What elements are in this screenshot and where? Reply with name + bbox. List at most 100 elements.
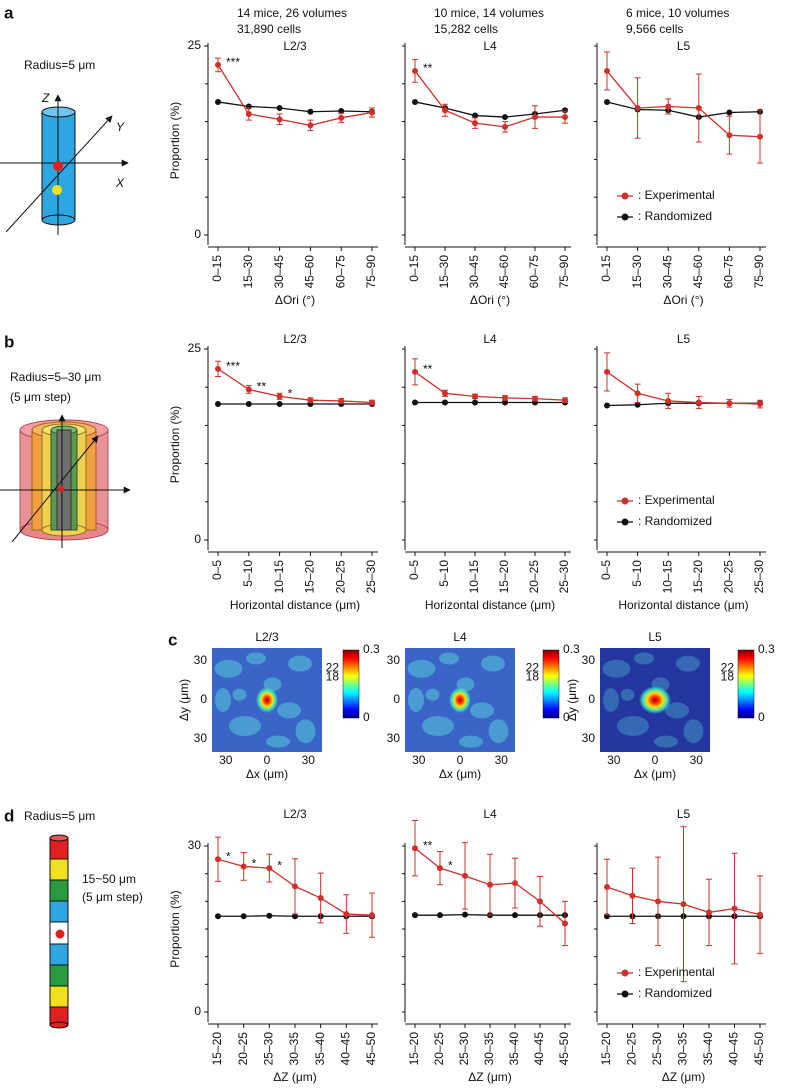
legend-label: : Randomized (638, 986, 712, 1000)
x-tick-label: 30–45 (467, 255, 481, 289)
x-tick-label: 15–20 (407, 1032, 421, 1066)
data-point (604, 883, 610, 890)
series-line (217, 101, 373, 113)
chart-title: L5 (677, 39, 691, 53)
axis-letter: Y (116, 120, 125, 134)
significance-label: ** (423, 61, 433, 75)
heatmap-image (654, 735, 678, 748)
x-tick-label: 45–60 (691, 255, 705, 289)
x-tick-label: 40–45 (532, 1032, 546, 1066)
x-tick-label: 30–45 (660, 255, 674, 289)
x-tick-label: 60–75 (333, 255, 347, 289)
x-tick-label: 20–25 (432, 1032, 446, 1066)
data-point (292, 913, 298, 920)
significance-label: *** (226, 359, 240, 373)
series-line (414, 101, 566, 118)
colorbar-tick-label: 0 (758, 710, 765, 724)
axis-letter: Z (41, 91, 50, 105)
chart-title: L2/3 (283, 807, 307, 821)
legend-marker (621, 969, 629, 977)
x-tick-label: 25–30 (650, 1032, 664, 1066)
schematic-text: 15~50 μm (82, 872, 136, 886)
heatmap-image (266, 735, 290, 748)
x-tick-label: 15–20 (691, 560, 705, 594)
data-point (680, 901, 687, 908)
heatmap-image (407, 659, 436, 678)
legend-label: : Randomized (638, 514, 712, 528)
x-axis-label: Δx (μm) (439, 767, 481, 781)
data-point (726, 132, 733, 139)
x-tick-label: 15–20 (303, 560, 317, 594)
heatmap-image (425, 688, 440, 701)
x-tick-label: 30 (219, 753, 233, 767)
x-tick-label: 75–90 (752, 255, 766, 289)
y-tick-label: 0 (194, 227, 201, 241)
data-point (412, 912, 418, 919)
data-point (726, 400, 733, 407)
data-point (215, 365, 221, 372)
legend-marker (621, 497, 629, 505)
significance-label: * (277, 858, 282, 872)
data-point (487, 881, 493, 888)
y-tick-label: 30 (582, 653, 596, 667)
heatmap-image (639, 686, 671, 714)
y-tick-label: 30 (582, 731, 596, 745)
data-point (240, 863, 247, 870)
x-tick-label: 0–5 (599, 560, 613, 580)
series-line (606, 70, 761, 138)
x-tick-label: 20–25 (625, 1032, 639, 1066)
legend-marker (621, 518, 629, 526)
x-tick-label: 15–30 (630, 255, 644, 289)
data-point (338, 397, 345, 404)
y-axis-label: Proportion (%) (168, 102, 182, 179)
x-tick-label: 30–35 (482, 1032, 496, 1066)
panel-label: a (4, 3, 14, 22)
heatmap-image (676, 655, 700, 672)
data-point (276, 116, 283, 123)
x-tick-label: 35–40 (313, 1032, 327, 1066)
x-tick-label: 25–30 (364, 560, 378, 594)
data-point (532, 395, 538, 402)
series-line (414, 70, 565, 128)
significance-label: ** (257, 380, 267, 394)
data-point (512, 880, 518, 887)
data-point (502, 123, 508, 130)
legend-label: : Experimental (638, 493, 715, 507)
series-line (217, 64, 373, 127)
heatmap-image (229, 716, 261, 736)
y-tick-label: 30 (387, 731, 401, 745)
x-tick-label: 0–5 (407, 560, 421, 580)
data-point (307, 122, 314, 129)
colorbar (737, 649, 755, 719)
x-tick-label: 30 (607, 753, 621, 767)
data-point (276, 104, 283, 111)
data-point (562, 920, 568, 927)
heatmap-image (683, 719, 704, 744)
heatmap-image (215, 688, 231, 712)
y-tick-label: 0 (194, 1004, 201, 1018)
colorbar-tick-label: 0.3 (758, 642, 775, 656)
data-point (757, 133, 763, 140)
data-point (655, 898, 661, 905)
heatmap-image (481, 655, 505, 672)
legend-marker (621, 990, 629, 998)
data-point (307, 397, 314, 404)
x-axis-label: Δx (μm) (634, 767, 676, 781)
data-point (462, 911, 468, 918)
colorbar-tick-label: 0 (363, 710, 370, 724)
x-tick-label: 0–15 (407, 255, 421, 282)
x-tick-label: 10–15 (467, 560, 481, 594)
data-point (472, 399, 478, 406)
data-point (695, 104, 702, 111)
heatmap-image (602, 659, 631, 678)
colorbar (342, 649, 360, 719)
data-point (634, 401, 641, 408)
y-axis-label: Proportion (%) (168, 890, 182, 967)
x-tick-label: 25–30 (262, 1032, 276, 1066)
y-tick-label: 0 (194, 532, 201, 546)
x-axis-label: ΔOri (°) (275, 293, 315, 307)
x-tick-label: 15–30 (437, 255, 451, 289)
x-tick-label: 30–35 (676, 1032, 690, 1066)
heatmap-image (439, 652, 459, 665)
